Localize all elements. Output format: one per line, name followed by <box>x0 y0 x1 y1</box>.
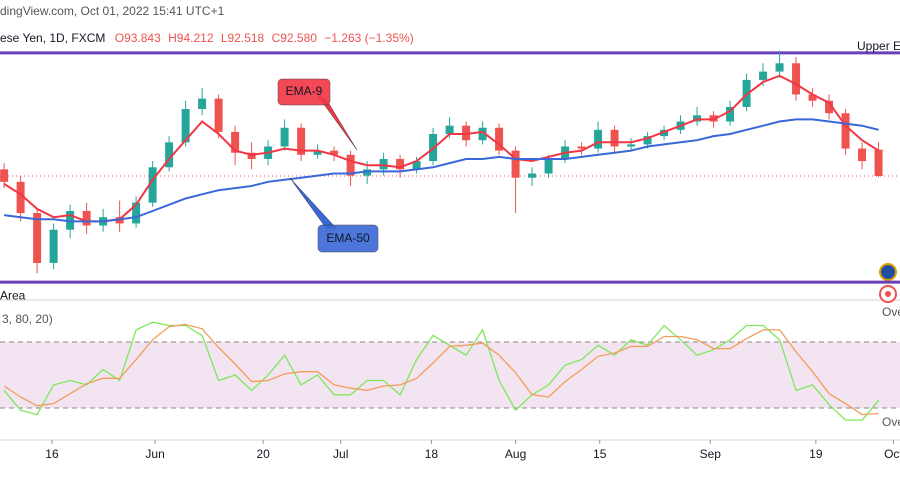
flag-icon-dot <box>885 291 891 297</box>
candle-body <box>396 158 405 170</box>
candle-body <box>214 98 223 132</box>
ohlc-close: C92.580 <box>272 31 318 45</box>
candle-body <box>610 129 619 147</box>
candle-body <box>16 181 25 214</box>
candle-body <box>528 173 537 178</box>
candle-body <box>577 146 586 149</box>
candle-body <box>346 154 355 176</box>
oscillator-title: 3, 80, 20) <box>2 312 53 326</box>
candle-body <box>627 144 636 147</box>
ema-line <box>3 74 880 223</box>
candle-body <box>792 63 801 95</box>
level-label: Upper E <box>857 39 900 53</box>
callout-label: EMA-50 <box>326 231 370 245</box>
x-tick-label: 18 <box>425 447 439 461</box>
candle-body <box>115 217 124 224</box>
candle-body <box>231 131 240 153</box>
ohlc-low: L92.518 <box>221 31 265 45</box>
symbol-line: ese Yen, 1D, FXCM O93.843 H94.212 L92.51… <box>0 31 414 45</box>
candle-body <box>148 167 157 203</box>
x-tick-label: Oct <box>884 447 900 461</box>
candle-body <box>478 127 487 141</box>
candle-body <box>594 129 603 149</box>
candle-body <box>165 142 174 168</box>
candle-body <box>198 98 207 110</box>
x-tick-label: Aug <box>505 447 526 461</box>
candle-body <box>330 150 339 155</box>
candle-body <box>33 213 42 263</box>
x-tick-label: Jul <box>333 447 348 461</box>
candle-body <box>808 94 817 101</box>
source-line: dingView.com, Oct 01, 2022 15:41 UTC+1 <box>0 4 225 18</box>
ohlc-change: −1.263 (−1.35%) <box>324 31 413 45</box>
x-tick-label: 19 <box>809 447 823 461</box>
ohlc-high: H94.212 <box>168 31 214 45</box>
candle-body <box>0 169 9 182</box>
oscillator-band <box>0 342 900 408</box>
candle-body <box>841 113 850 149</box>
x-tick-label: 16 <box>45 447 59 461</box>
candle-body <box>693 115 702 122</box>
oscillator-line <box>3 321 880 421</box>
x-tick-label: Jun <box>145 447 164 461</box>
ohlc-open: O93.843 <box>115 31 161 45</box>
candle-body <box>181 109 190 143</box>
ema-line <box>3 118 879 223</box>
candle-body <box>544 158 553 174</box>
candle-body <box>643 136 652 145</box>
callout-box <box>277 78 331 106</box>
candle-body <box>247 152 256 159</box>
oscillator-level-label: Ove <box>882 415 900 429</box>
flag-icon <box>879 263 897 281</box>
candle-body <box>511 150 520 178</box>
candle-body <box>726 106 735 122</box>
oscillator-line <box>3 323 879 416</box>
candle-body <box>49 229 58 263</box>
x-tick-label: 15 <box>593 447 607 461</box>
candle-body <box>775 63 784 72</box>
callout-label: EMA-9 <box>286 84 323 98</box>
symbol: ese Yen, 1D, FXCM <box>0 31 105 45</box>
callout-box <box>317 224 379 253</box>
level-label: Area <box>0 288 26 302</box>
candle-body <box>82 210 91 226</box>
candle-body <box>874 149 883 177</box>
candle-body <box>280 127 289 147</box>
candle-body <box>462 125 471 141</box>
candle-body <box>66 210 75 230</box>
candle-body <box>445 125 454 134</box>
x-tick-label: 20 <box>256 447 270 461</box>
candle-body <box>495 127 504 151</box>
candle-body <box>379 158 388 170</box>
oscillator-level-label: Ove <box>882 305 900 319</box>
candle-body <box>825 100 834 114</box>
x-tick-label: Sep <box>700 447 722 461</box>
candle-body <box>759 71 768 80</box>
candle-body <box>313 150 322 155</box>
candle-body <box>858 148 867 162</box>
candle-body <box>132 202 141 224</box>
candle-body <box>297 127 306 155</box>
candle-body <box>363 169 372 176</box>
candle-body <box>412 161 421 170</box>
